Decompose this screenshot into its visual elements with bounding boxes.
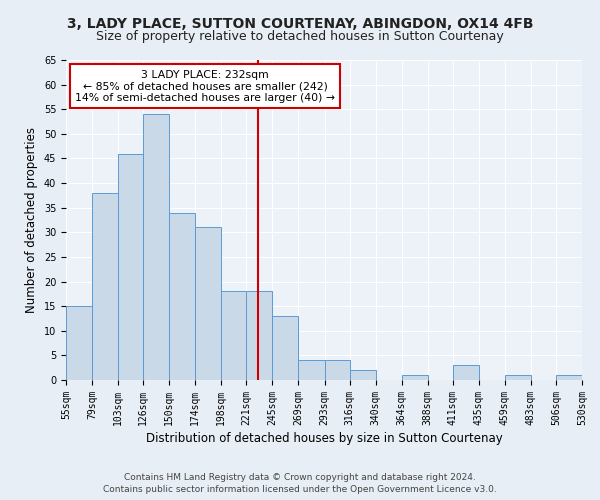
Bar — [350, 370, 376, 380]
Bar — [298, 360, 325, 380]
Text: Contains HM Land Registry data © Crown copyright and database right 2024.
Contai: Contains HM Land Registry data © Crown c… — [103, 472, 497, 494]
Bar — [143, 114, 169, 380]
Bar — [453, 365, 479, 380]
Bar — [118, 154, 143, 380]
Bar — [195, 228, 221, 380]
Bar — [325, 360, 350, 380]
Text: 3, LADY PLACE, SUTTON COURTENAY, ABINGDON, OX14 4FB: 3, LADY PLACE, SUTTON COURTENAY, ABINGDO… — [67, 18, 533, 32]
Text: 3 LADY PLACE: 232sqm
← 85% of detached houses are smaller (242)
14% of semi-deta: 3 LADY PLACE: 232sqm ← 85% of detached h… — [75, 70, 335, 103]
Bar — [66, 306, 92, 380]
Bar — [556, 375, 582, 380]
Bar — [169, 212, 195, 380]
Bar — [247, 292, 272, 380]
X-axis label: Distribution of detached houses by size in Sutton Courtenay: Distribution of detached houses by size … — [146, 432, 502, 445]
Bar — [272, 316, 298, 380]
Bar — [221, 292, 247, 380]
Bar — [505, 375, 531, 380]
Y-axis label: Number of detached properties: Number of detached properties — [25, 127, 38, 313]
Bar — [401, 375, 428, 380]
Text: Size of property relative to detached houses in Sutton Courtenay: Size of property relative to detached ho… — [96, 30, 504, 43]
Bar — [92, 193, 118, 380]
